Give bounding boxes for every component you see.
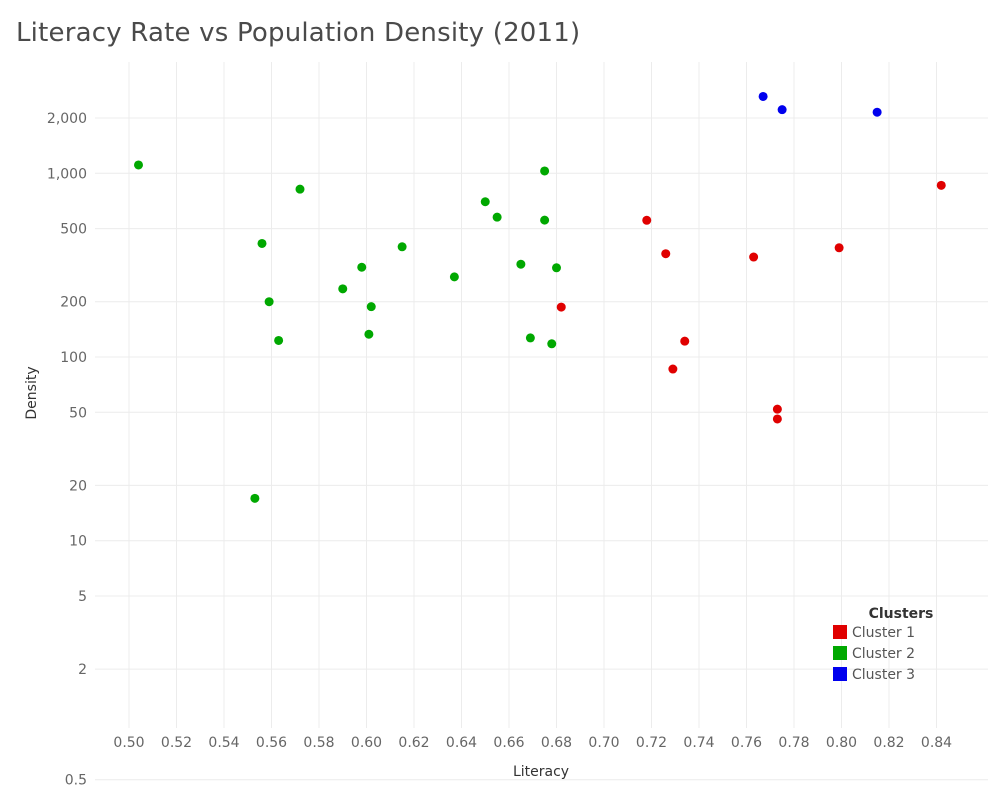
y-tick-label: 20 xyxy=(69,478,87,494)
point-cluster-2[interactable] xyxy=(397,242,407,252)
point-cluster-1[interactable] xyxy=(556,302,566,312)
legend-label: Cluster 2 xyxy=(852,646,915,662)
y-tick-label: 500 xyxy=(60,222,87,238)
x-tick-label: 0.80 xyxy=(826,735,857,751)
chart-title: Literacy Rate vs Population Density (201… xyxy=(16,18,581,48)
point-cluster-1[interactable] xyxy=(668,364,678,374)
point-cluster-3[interactable] xyxy=(758,91,768,101)
point-cluster-2[interactable] xyxy=(264,297,274,307)
point-cluster-1[interactable] xyxy=(772,414,782,424)
point-cluster-2[interactable] xyxy=(540,215,550,225)
point-cluster-2[interactable] xyxy=(540,166,550,176)
x-tick-label: 0.50 xyxy=(113,735,144,751)
point-cluster-1[interactable] xyxy=(680,336,690,346)
point-cluster-3[interactable] xyxy=(872,107,882,117)
data-points xyxy=(134,91,946,503)
y-tick-label: 1,000 xyxy=(47,166,87,182)
point-cluster-2[interactable] xyxy=(357,262,367,272)
legend-items: Cluster 1 Cluster 2 Cluster 3 xyxy=(833,625,915,683)
x-tick-label: 0.68 xyxy=(541,735,572,751)
y-axis-ticks: 0.5 2 5 10 20 50 100 200 500 1,000 2,000 xyxy=(47,111,87,789)
x-tick-label: 0.66 xyxy=(493,735,524,751)
x-tick-label: 0.62 xyxy=(398,735,429,751)
point-cluster-2[interactable] xyxy=(516,259,526,269)
x-tick-label: 0.82 xyxy=(873,735,904,751)
x-tick-label: 0.54 xyxy=(208,735,239,751)
point-cluster-1[interactable] xyxy=(661,249,671,259)
point-cluster-2[interactable] xyxy=(274,335,284,345)
x-tick-label: 0.52 xyxy=(161,735,192,751)
point-cluster-2[interactable] xyxy=(364,329,374,339)
point-cluster-1[interactable] xyxy=(936,180,946,190)
legend-label: Cluster 1 xyxy=(852,625,915,641)
x-tick-label: 0.70 xyxy=(588,735,619,751)
y-axis-title: Density xyxy=(24,366,40,419)
legend: Clusters Cluster 1 Cluster 2 Cluster 3 xyxy=(833,606,933,683)
x-tick-label: 0.76 xyxy=(731,735,762,751)
point-cluster-2[interactable] xyxy=(480,197,490,207)
y-tick-label: 5 xyxy=(78,589,87,605)
point-cluster-2[interactable] xyxy=(366,302,376,312)
point-cluster-1[interactable] xyxy=(642,215,652,225)
point-cluster-2[interactable] xyxy=(257,238,267,248)
point-cluster-2[interactable] xyxy=(547,339,557,349)
point-cluster-2[interactable] xyxy=(295,184,305,194)
point-cluster-2[interactable] xyxy=(250,493,260,503)
y-tick-label: 2 xyxy=(78,662,87,678)
y-tick-label: 2,000 xyxy=(47,111,87,127)
y-tick-label: 100 xyxy=(60,350,87,366)
x-tick-label: 0.78 xyxy=(778,735,809,751)
x-tick-label: 0.58 xyxy=(303,735,334,751)
point-cluster-2[interactable] xyxy=(338,284,348,294)
point-cluster-2[interactable] xyxy=(134,160,143,170)
x-tick-label: 0.64 xyxy=(446,735,477,751)
y-tick-label: 10 xyxy=(69,534,87,550)
x-tick-label: 0.72 xyxy=(636,735,667,751)
point-cluster-2[interactable] xyxy=(492,212,502,222)
x-axis-ticks: 0.50 0.52 0.54 0.56 0.58 0.60 0.62 0.64 0.66 0.68… xyxy=(113,735,952,751)
x-tick-label: 0.74 xyxy=(683,735,714,751)
x-tick-label: 0.84 xyxy=(921,735,952,751)
legend-swatch xyxy=(833,667,847,681)
legend-swatch xyxy=(833,625,847,639)
x-tick-label: 0.56 xyxy=(256,735,287,751)
point-cluster-2[interactable] xyxy=(552,263,561,273)
point-cluster-1[interactable] xyxy=(772,404,782,414)
legend-label: Cluster 3 xyxy=(852,667,915,683)
legend-swatch xyxy=(833,646,847,660)
y-tick-label: 50 xyxy=(69,405,87,421)
point-cluster-3[interactable] xyxy=(777,105,787,115)
point-cluster-2[interactable] xyxy=(525,333,535,343)
point-cluster-1[interactable] xyxy=(834,243,844,253)
point-cluster-1[interactable] xyxy=(749,252,759,262)
point-cluster-2[interactable] xyxy=(449,272,459,282)
y-tick-label: 0.5 xyxy=(65,773,87,789)
legend-title: Clusters xyxy=(869,606,934,622)
y-tick-label: 200 xyxy=(60,295,87,311)
x-tick-label: 0.60 xyxy=(351,735,382,751)
x-axis-title: Literacy xyxy=(513,764,569,780)
